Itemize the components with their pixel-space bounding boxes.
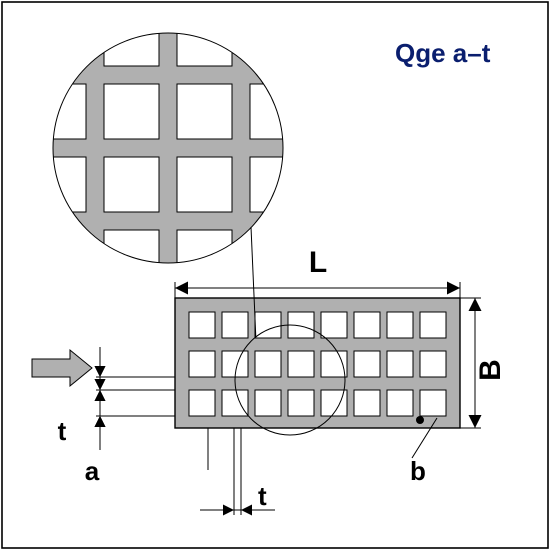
plate-hole [420, 312, 446, 338]
dimension-t-horizontal: t [200, 428, 275, 516]
plate-hole [189, 312, 215, 338]
plate-hole [321, 312, 347, 338]
svg-text:t: t [58, 416, 67, 446]
svg-text:b: b [410, 456, 426, 486]
dimension-b: B [460, 298, 507, 428]
flow-arrow-icon [32, 350, 92, 386]
plate-hole [189, 390, 215, 416]
plate-hole [387, 312, 413, 338]
plate-hole [288, 390, 314, 416]
svg-text:L: L [309, 246, 327, 279]
plate-hole [222, 312, 248, 338]
diagram-canvas: Qge a–tLBtatb [0, 0, 550, 550]
plate-hole [222, 390, 248, 416]
plate-hole [354, 351, 380, 377]
plate-hole [420, 390, 446, 416]
plate-hole [387, 351, 413, 377]
plate-hole [387, 390, 413, 416]
svg-text:B: B [474, 359, 507, 381]
plate-hole [255, 351, 281, 377]
dimension-a-t-vertical-clean [95, 349, 176, 448]
plate-hole [255, 390, 281, 416]
plate-hole [420, 351, 446, 377]
perforated-plate [175, 298, 460, 428]
plate-hole [288, 351, 314, 377]
title-label: Qge a–t [395, 38, 491, 68]
plate-hole [189, 351, 215, 377]
plate-hole [354, 312, 380, 338]
plate-hole [354, 390, 380, 416]
svg-text:a: a [85, 456, 100, 486]
pitch-dot [416, 416, 424, 424]
dimension-l: L [175, 246, 460, 298]
svg-text:t: t [258, 481, 267, 511]
